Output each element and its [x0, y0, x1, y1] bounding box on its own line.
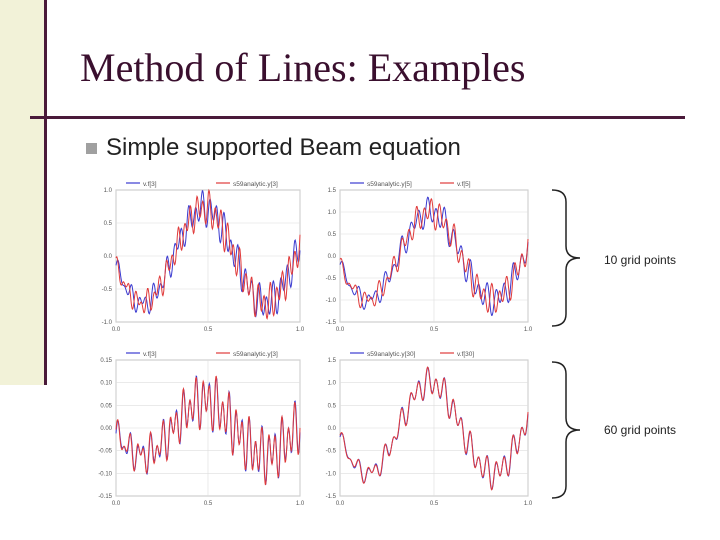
y-tick-label: 1.5: [328, 358, 337, 364]
y-tick-label: -0.5: [102, 287, 113, 293]
y-tick-label: -0.15: [98, 494, 112, 500]
title-underline: [30, 116, 685, 119]
y-tick-label: -0.5: [326, 449, 337, 455]
y-tick-label: 1.0: [328, 381, 337, 387]
y-tick-label: 1.5: [328, 188, 337, 194]
y-tick-label: 0.5: [328, 403, 337, 409]
series-line: [339, 197, 529, 314]
group-label-10: 10 grid points: [604, 253, 677, 267]
x-tick-label: 0.0: [336, 501, 345, 507]
brace-top: [551, 189, 581, 327]
bullet-square-icon: [86, 142, 97, 154]
bullet-item: Simple supported Beam equation: [86, 134, 461, 162]
y-tick-label: -0.10: [98, 471, 112, 477]
x-tick-label: 0.5: [204, 327, 213, 333]
slide-title: Method of Lines: Examples: [80, 45, 526, 90]
series-line: [115, 188, 301, 320]
legend-label: s59analytic.y[3]: [233, 351, 278, 358]
y-tick-label: 0.0: [328, 426, 337, 432]
x-tick-label: 1.0: [296, 501, 304, 507]
y-tick-label: 0.15: [100, 358, 112, 364]
y-tick-label: 0.00: [100, 426, 112, 432]
legend-label: s59analytic.y[30]: [367, 351, 416, 358]
y-tick-label: 0.5: [328, 232, 337, 238]
plot-bottom-left: v.f[3] s59analytic.y[3] 0.15 0.10 0.05 0.00 -0…: [98, 351, 304, 507]
legend-label: v.f[5]: [457, 181, 471, 188]
x-tick-label: 1.0: [296, 327, 304, 333]
y-tick-label: 0.0: [104, 254, 113, 260]
y-tick-label: 1.0: [104, 188, 113, 194]
group-label-60: 60 grid points: [604, 423, 677, 437]
y-tick-label: -0.5: [326, 276, 337, 282]
y-tick-label: -1.5: [326, 320, 337, 326]
x-tick-label: 0.0: [112, 327, 121, 333]
y-tick-label: 0.5: [104, 221, 113, 227]
y-tick-label: 0.10: [100, 381, 112, 387]
y-tick-label: -1.0: [326, 298, 337, 304]
brace-bottom: [551, 361, 581, 499]
x-tick-label: 0.5: [430, 327, 439, 333]
x-tick-label: 1.0: [524, 501, 532, 507]
plot-top-right: s59analytic.y[5] v.f[5] 1.5 1.0 0.5 0.0 -0.5 -1…: [326, 181, 532, 333]
series-line: [115, 375, 301, 486]
y-tick-label: -1.0: [326, 471, 337, 477]
y-tick-label: 0.05: [100, 403, 112, 409]
y-tick-label: -0.05: [98, 449, 112, 455]
plot-top-left: v.f[3] s59analytic.y[3]1.00.50.0-0.5-1.00…: [102, 181, 304, 333]
y-tick-label: 1.0: [328, 210, 337, 216]
y-tick-label: -1.0: [102, 320, 113, 326]
bullet-text: Simple supported Beam equation: [106, 134, 461, 161]
legend-label: v.f[30]: [457, 351, 474, 358]
y-tick-label: 0.0: [328, 254, 337, 260]
x-tick-label: 0.5: [430, 501, 439, 507]
legend-label: v.f[3]: [143, 181, 157, 188]
plot-bottom-right: s59analytic.y[30] v.f[30] 1.5 1.0 0.5 0.0 -0.5…: [326, 351, 532, 507]
x-tick-label: 0.0: [112, 501, 121, 507]
y-tick-label: -1.5: [326, 494, 337, 500]
x-tick-label: 0.0: [336, 327, 345, 333]
series-line: [115, 190, 301, 318]
left-accent-bar: [0, 0, 47, 385]
legend-label: v.f[3]: [143, 351, 157, 358]
legend-label: s59analytic.y[5]: [367, 181, 412, 188]
x-tick-label: 1.0: [524, 327, 532, 333]
x-tick-label: 0.5: [204, 501, 213, 507]
left-accent-edge: [44, 0, 47, 385]
legend-label: s59analytic.y[3]: [233, 181, 278, 188]
series-line: [339, 366, 529, 491]
